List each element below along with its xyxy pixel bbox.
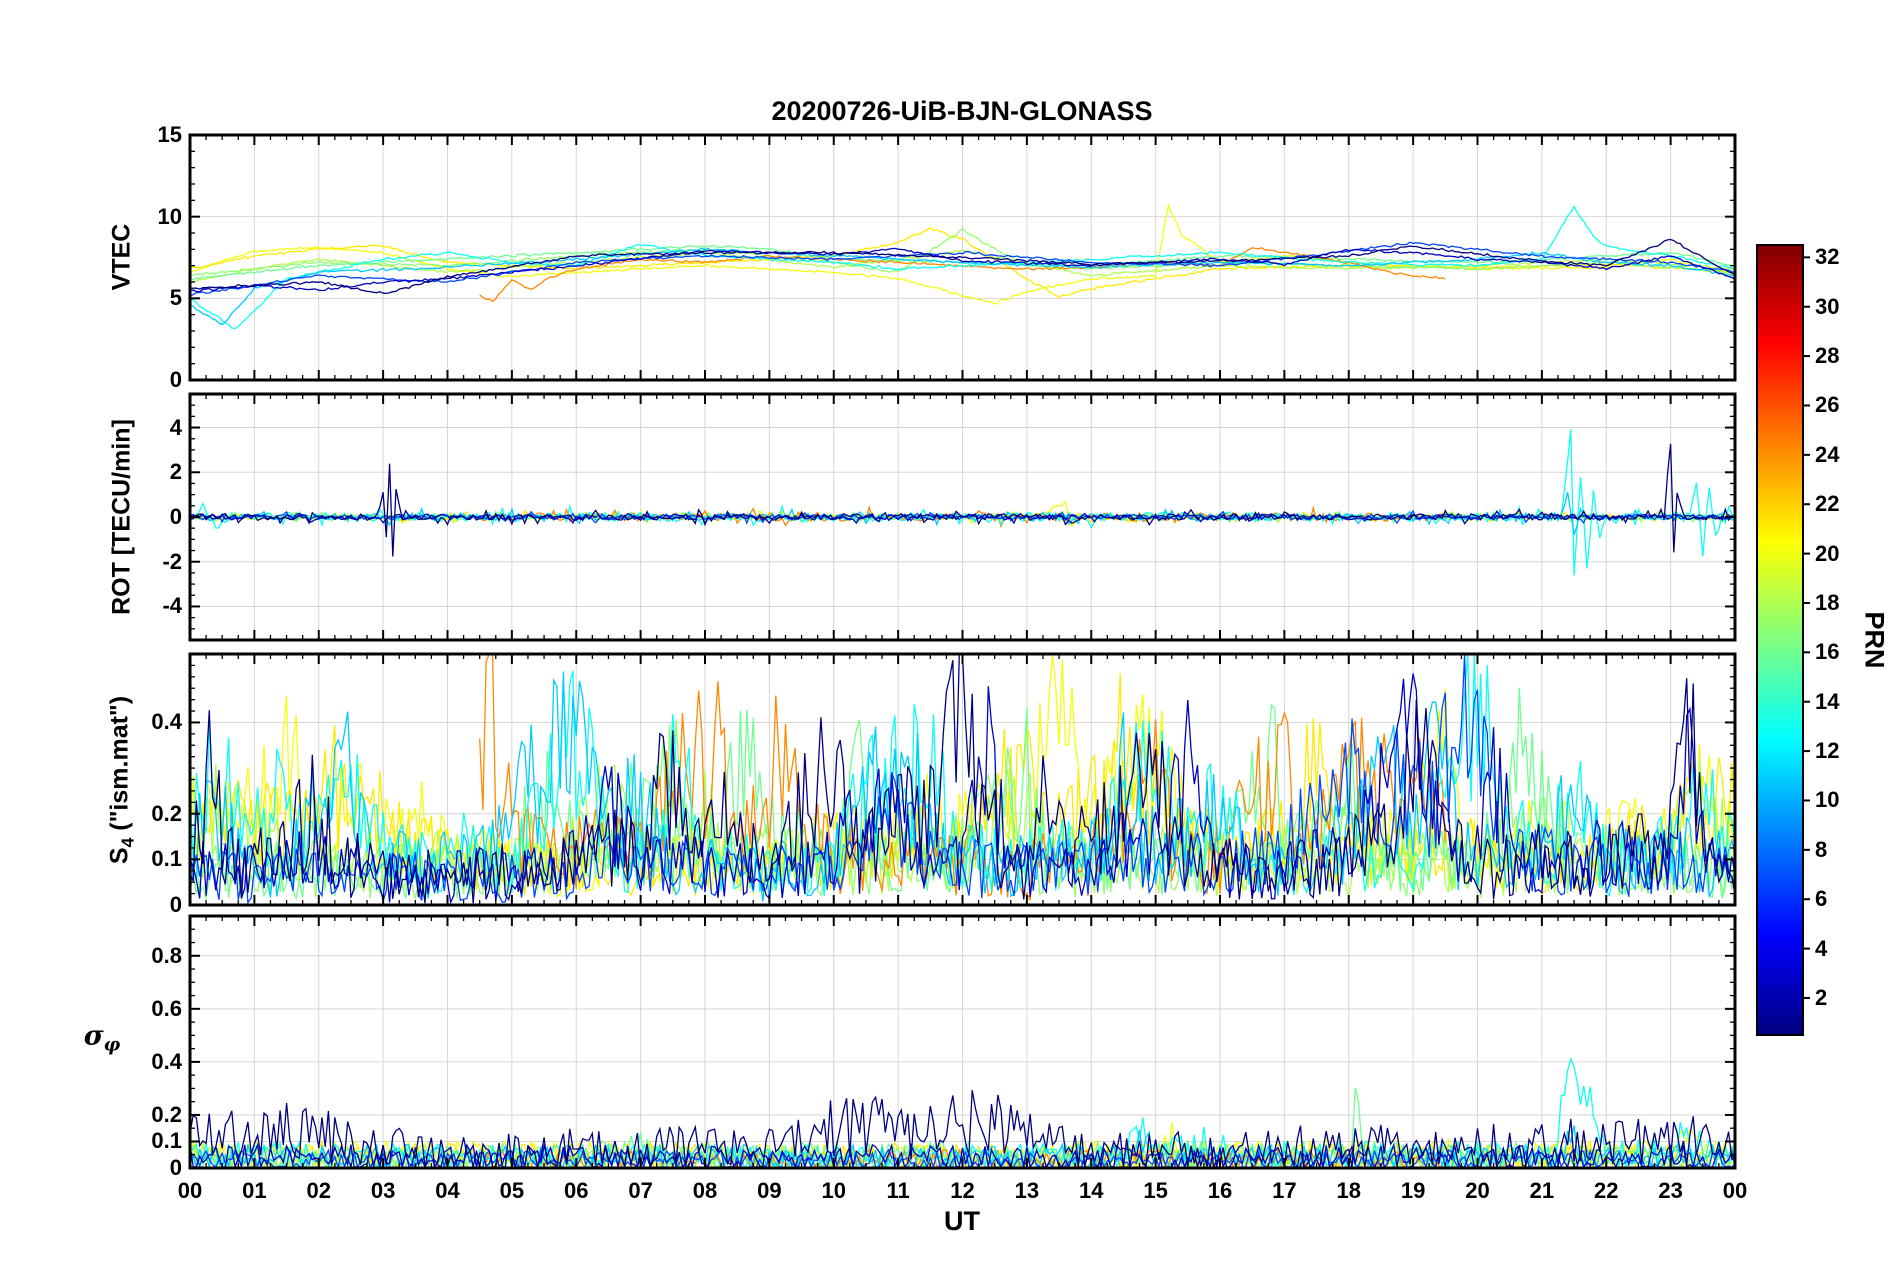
x-tick-label: 21	[1529, 1178, 1555, 1203]
x-tick-label: 19	[1400, 1178, 1426, 1203]
colorbar-tick-label: 14	[1815, 688, 1840, 714]
series-prn-13	[191, 205, 1734, 330]
gridlines	[190, 135, 1735, 380]
ylabel-vtec: VTEC	[107, 223, 136, 291]
y-tick-label: 0	[169, 892, 182, 917]
series-prn-3	[191, 509, 1734, 525]
x-tick-label: 17	[1272, 1178, 1297, 1203]
y-tick-label: 10	[157, 203, 182, 229]
y-tick-label: 0.1	[151, 846, 182, 872]
x-tick-label: 22	[1594, 1178, 1619, 1203]
series-prn-1	[191, 443, 1734, 557]
colorbar-tick-label: 2	[1815, 984, 1828, 1010]
ylabel-sigma-phi: σφ	[84, 1020, 121, 1055]
y-tick-label: -4	[162, 593, 182, 619]
series-layer	[191, 429, 1734, 576]
series-prn-13	[191, 429, 1734, 576]
x-tick-label: 08	[692, 1178, 718, 1203]
chart-title: 20200726-UiB-BJN-GLONASS	[771, 96, 1153, 126]
colorbar-tick-label: 12	[1815, 738, 1840, 764]
x-tick-label: 23	[1658, 1178, 1683, 1203]
phi-subscript: φ	[103, 1034, 121, 1056]
y-tick-label: 0.8	[151, 942, 182, 968]
y-tick-label: 0.2	[151, 1101, 182, 1127]
colorbar-tick-label: 28	[1815, 343, 1840, 369]
sigma-symbol: σ	[83, 1020, 104, 1052]
y-tick-label: 0.2	[151, 800, 182, 826]
x-tick-label: 05	[499, 1178, 525, 1203]
series-prn-1	[191, 238, 1734, 295]
series-prn-3	[191, 673, 1734, 904]
colorbar-tick-label: 4	[1815, 935, 1828, 961]
colorbar-tick-label: 10	[1815, 787, 1840, 813]
colorbar-tick-label: 22	[1815, 491, 1840, 517]
panel-rot	[188, 392, 1737, 642]
series-prn-7	[191, 241, 1734, 297]
x-tick-label: 06	[564, 1178, 589, 1203]
colorbar	[1756, 244, 1810, 1036]
x-tick-label: 04	[435, 1178, 460, 1203]
panel-vtec	[188, 133, 1737, 382]
x-tick-label: 00	[1722, 1178, 1748, 1203]
x-tick-label: 16	[1207, 1178, 1233, 1203]
x-tick-label: 00	[177, 1178, 203, 1203]
series-prn-16	[191, 687, 1734, 901]
x-tick-label: 10	[821, 1178, 846, 1203]
series-layer	[191, 655, 1734, 904]
colorbar-tick-label: 26	[1815, 392, 1840, 418]
series-prn-18	[191, 249, 1734, 283]
colorbar-gradient	[1756, 244, 1804, 1036]
colorbar-tick-label: 16	[1815, 639, 1840, 665]
series-prn-17	[191, 719, 1734, 901]
y-tick-label: 5	[169, 285, 182, 311]
x-tick-label: 09	[757, 1178, 782, 1203]
y-tick-label: 0.4	[151, 1048, 182, 1074]
y-tick-label: -2	[162, 548, 182, 574]
y-tick-label: 2	[169, 459, 182, 485]
y-tick-label: 0.1	[151, 1128, 182, 1154]
series-layer	[191, 203, 1734, 330]
y-tick-label: 4	[169, 414, 182, 440]
x-tick-label: 02	[306, 1178, 331, 1203]
x-tick-label: 11	[886, 1178, 910, 1203]
series-prn-3	[191, 247, 1734, 293]
colorbar-tick-label: 8	[1815, 836, 1828, 862]
series-prn-20	[191, 203, 1734, 305]
y-tick-label: 0.4	[151, 709, 182, 735]
x-tick-label: 13	[1014, 1178, 1040, 1203]
series-prn-16	[191, 244, 1734, 281]
colorbar-tick-label: 18	[1815, 589, 1840, 615]
x-tick-label: 18	[1336, 1178, 1361, 1203]
series-prn-11	[191, 247, 1734, 326]
y-tick-label: 0.6	[151, 995, 182, 1021]
x-tick-label: 12	[950, 1178, 975, 1203]
y-tick-label: 15	[157, 122, 182, 147]
x-tick-label: 07	[628, 1178, 653, 1203]
colorbar-tick-label: 6	[1815, 886, 1828, 912]
x-tick-label: 03	[370, 1178, 396, 1203]
x-tick-label: 01	[242, 1178, 267, 1203]
xlabel-ut: UT	[944, 1206, 980, 1236]
colorbar-tick-label: 32	[1815, 244, 1840, 270]
colorbar-tick-label: 30	[1815, 293, 1840, 319]
series-prn-1	[191, 655, 1734, 904]
series-prn-7	[191, 655, 1734, 904]
panel-s4	[188, 652, 1737, 907]
x-tick-label: 14	[1079, 1178, 1104, 1203]
panel-sigma_phi	[188, 914, 1737, 1170]
y-tick-label: 0	[169, 1155, 182, 1180]
x-tick-label: 20	[1465, 1178, 1490, 1203]
y-tick-label: 0	[169, 504, 182, 529]
x-tick-label: 15	[1143, 1178, 1168, 1203]
colorbar-tick-label: 24	[1815, 441, 1840, 467]
series-prn-21	[191, 226, 1734, 299]
y-tick-label: 0	[169, 367, 182, 392]
colorbar-tick-label: 20	[1815, 540, 1840, 566]
